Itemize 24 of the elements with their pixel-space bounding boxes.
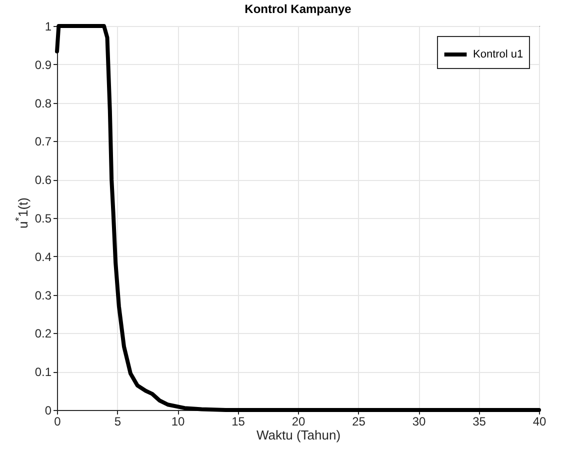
- chart-title: Kontrol Kampanye: [244, 2, 352, 16]
- x-tick-label: 5: [114, 414, 122, 428]
- y-tick-label: 0.6: [34, 173, 52, 188]
- y-tick-label: 0.9: [34, 58, 52, 72]
- x-tick-label: 20: [292, 414, 306, 428]
- y-tick-label: 0.5: [34, 212, 52, 226]
- x-tick-label: 35: [472, 414, 486, 428]
- y-tick-label: 0.7: [34, 134, 52, 149]
- line-series: [55, 24, 541, 412]
- x-tick-label: 25: [352, 414, 366, 428]
- y-tick-label: 0.3: [34, 288, 52, 302]
- x-tick-label: 40: [532, 414, 546, 428]
- x-tick-label: 30: [412, 414, 426, 428]
- x-tick-label: 10: [171, 414, 185, 428]
- y-tick-label: 0.1: [34, 365, 52, 380]
- x-tick-label: 0: [54, 414, 62, 428]
- x-axis-title: Waktu (Tahun): [256, 428, 341, 442]
- legend-label: Kontrol u1: [473, 48, 524, 60]
- y-tick-label: 0.8: [34, 96, 52, 110]
- y-tick-label: 1: [44, 20, 52, 34]
- y-tick-label: 0.4: [34, 250, 52, 264]
- x-tick-label: 15: [232, 414, 246, 428]
- y-tick-label: 0.2: [34, 326, 52, 341]
- y-tick-label: 0: [44, 404, 52, 418]
